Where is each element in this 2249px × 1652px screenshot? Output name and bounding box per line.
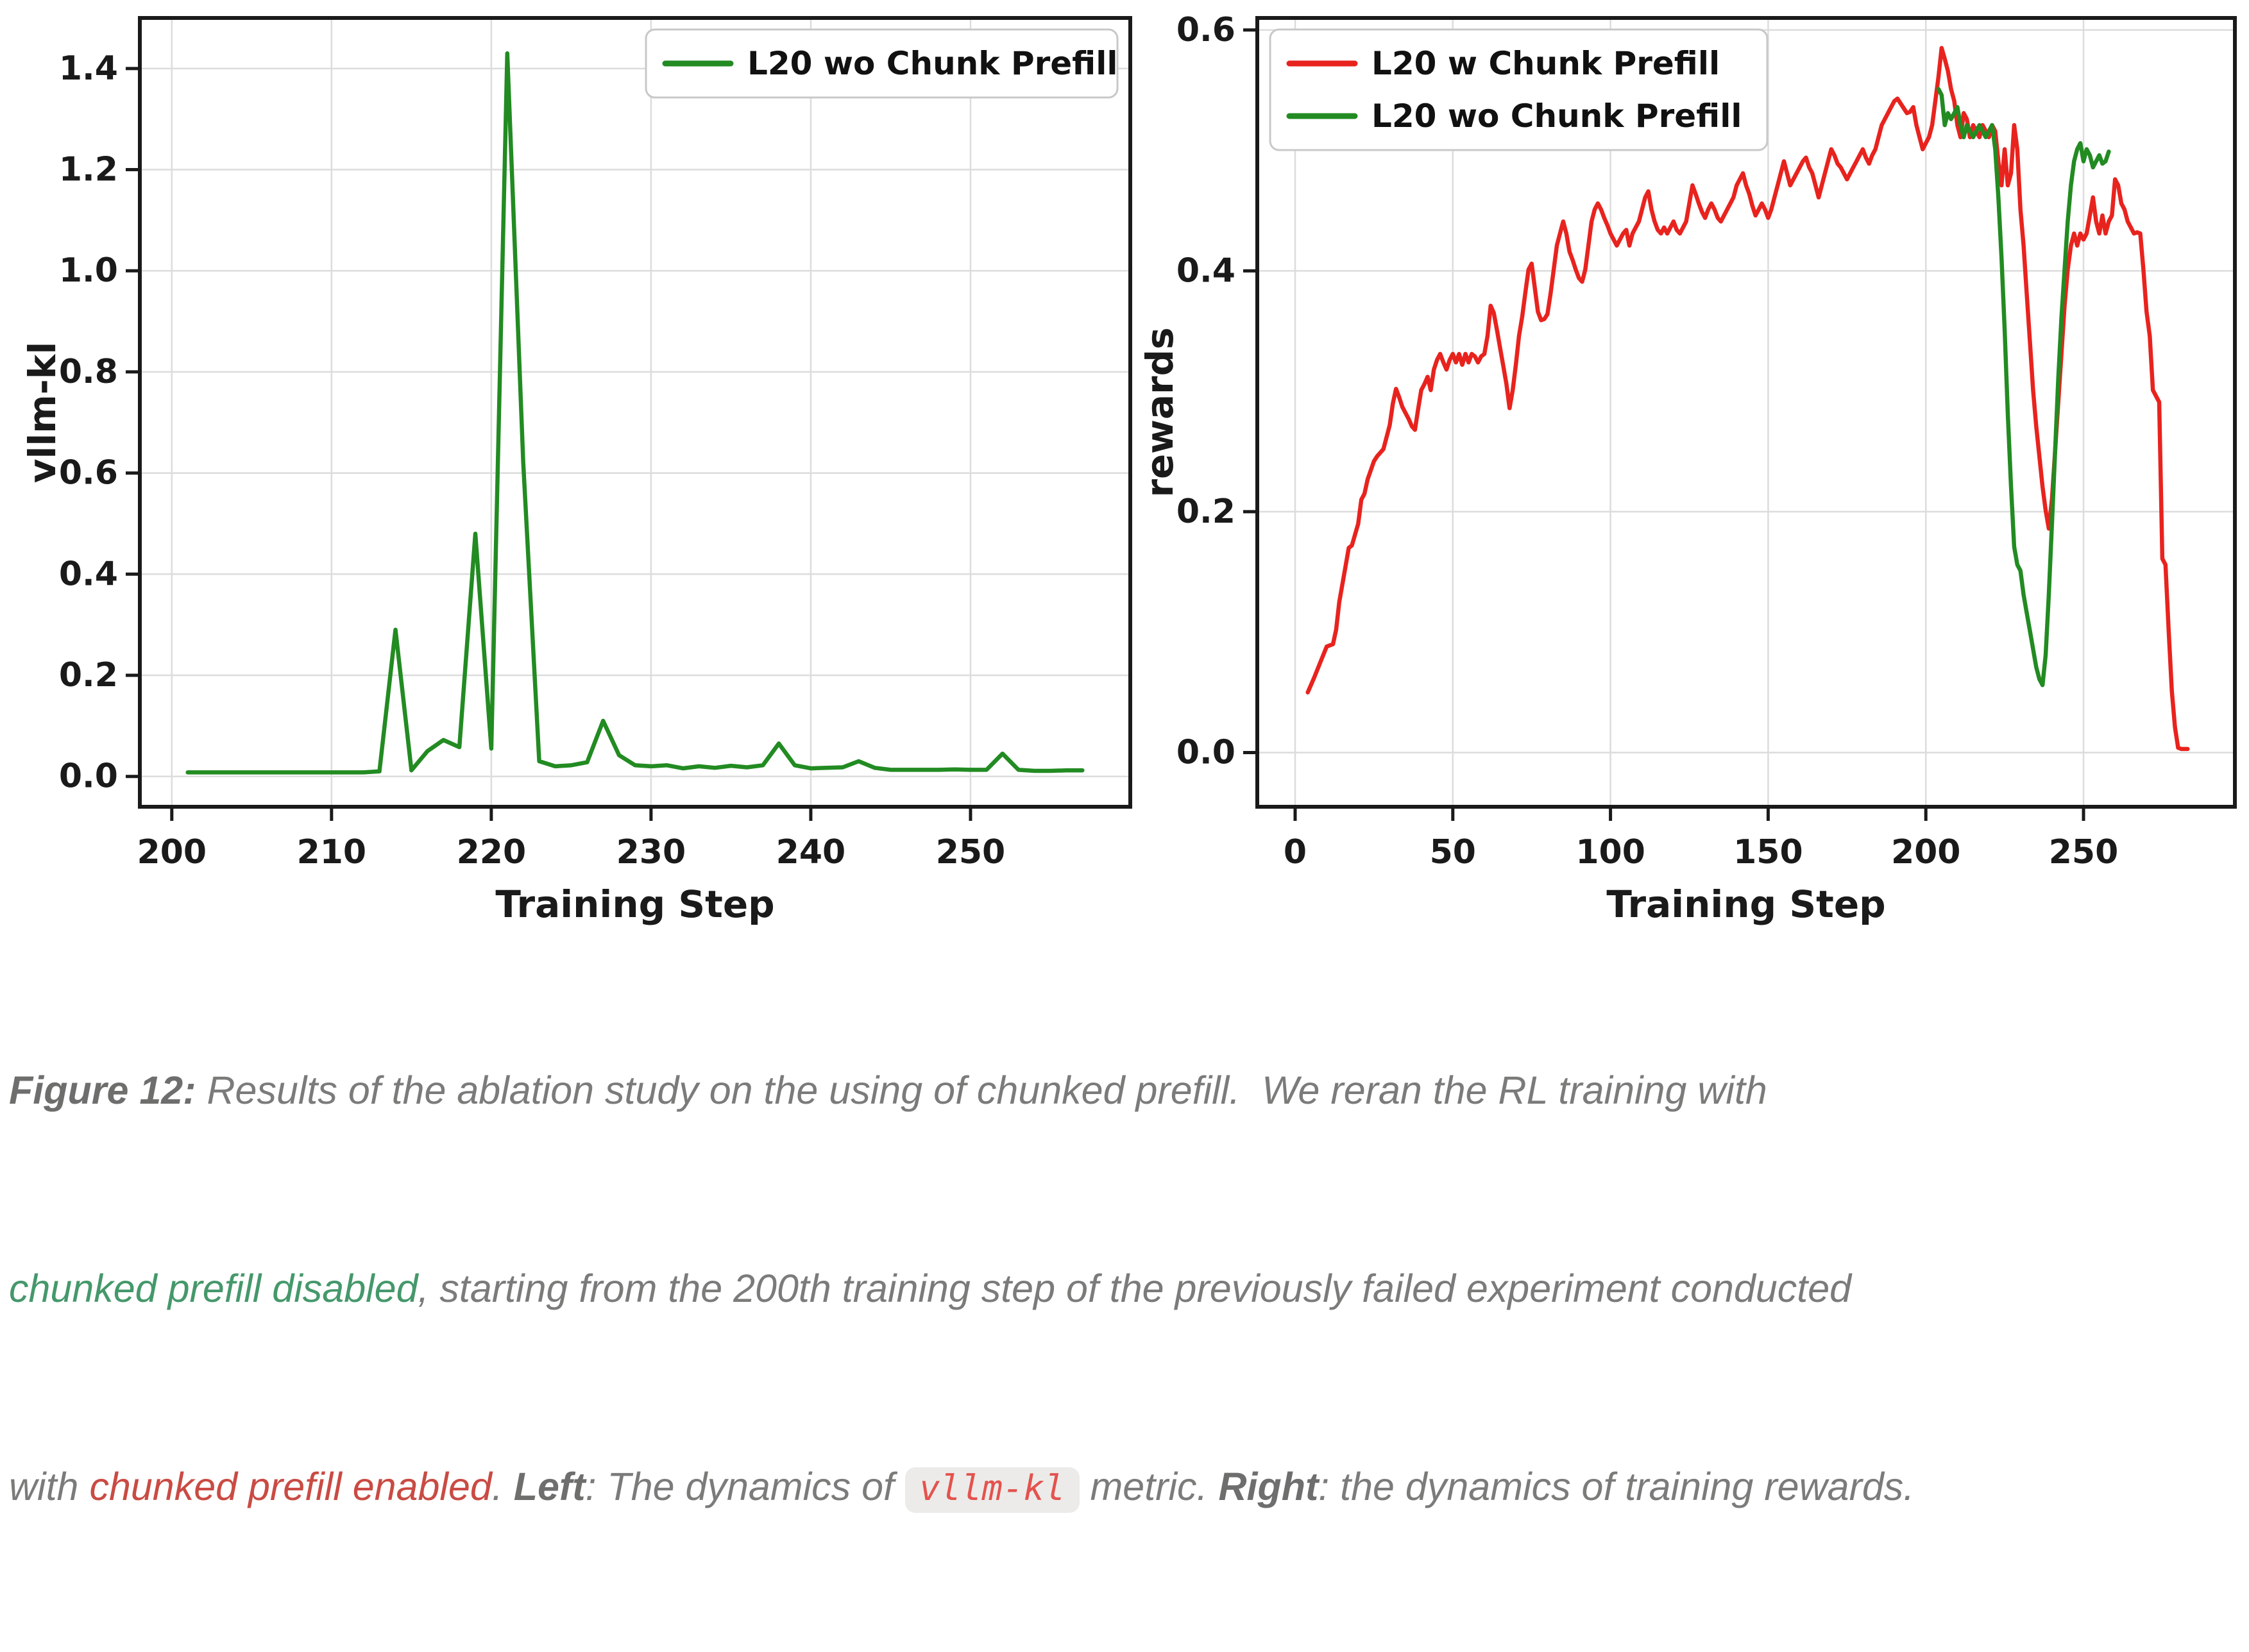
caption-line-3: with chunked prefill enabled. Left: The … [9, 1454, 2249, 1520]
y-tick-label: 0.4 [1176, 251, 1235, 290]
y-tick-label: 0.4 [59, 555, 118, 593]
legend-label: L20 w Chunk Prefill [1371, 45, 1720, 82]
caption-red-text: chunked prefill enabled [89, 1465, 492, 1508]
x-tick-label: 200 [137, 833, 207, 872]
figure-caption: Figure 12: Results of the ablation study… [9, 925, 2249, 1652]
x-tick-label: 250 [2049, 833, 2119, 872]
plot-border [1255, 16, 2237, 809]
x-tick-label: 230 [616, 833, 686, 872]
series-line-l20-w-chunk-prefill [1305, 46, 2190, 752]
y-tick-label: 0.2 [59, 656, 118, 695]
plot-border [138, 16, 1132, 809]
x-tick-label: 240 [776, 833, 846, 872]
legend-box [645, 28, 1119, 99]
legend-box [1269, 28, 1769, 151]
chart-right: 0 50 100 150 200 250 0.0 0.2 0.4 0.6 Training Step… [1138, 11, 2237, 926]
axis-ticks: 0 50 100 150 200 250 0.0 0.2 0.4 0.6 [1176, 11, 2118, 872]
y-tick-label: 0.2 [1176, 493, 1235, 531]
caption-line-2: chunked prefill disabled, starting from … [9, 1256, 2249, 1322]
caption-line2-text: , starting from the 200th training step … [418, 1267, 1852, 1310]
y-tick-label: 0.8 [59, 353, 118, 391]
x-tick-label: 0 [1284, 833, 1307, 872]
caption-right-rest: : the dynamics of training rewards. [1318, 1465, 1915, 1508]
y-axis-title: vllm-kl [21, 342, 64, 484]
caption-line1-text: Results of the ablation study on the usi… [196, 1068, 1767, 1112]
x-tick-label: 250 [936, 833, 1006, 872]
x-tick-label: 220 [457, 833, 527, 872]
caption-line-1: Figure 12: Results of the ablation study… [9, 1058, 2249, 1124]
y-tick-label: 0.6 [1176, 11, 1235, 49]
caption-left-label: Left [513, 1465, 586, 1508]
caption-code-vllm-kl: vllm-kl [904, 1467, 1080, 1513]
legend-label: L20 wo Chunk Prefill [747, 45, 1118, 82]
caption-code-after: metric. [1079, 1465, 1219, 1508]
x-axis-title: Training Step [1606, 882, 1885, 926]
y-tick-label: 0.0 [1176, 733, 1235, 771]
caption-left-rest: : The dynamics of [585, 1465, 905, 1508]
y-tick-label: 1.2 [59, 151, 118, 189]
series-line-l20-wo-chunk-prefill [1936, 87, 2111, 687]
legend: L20 w Chunk Prefill L20 wo Chunk Prefill [1269, 28, 1769, 151]
x-tick-label: 200 [1891, 833, 1961, 872]
axis-ticks: 200 210 220 230 240 250 0.0 0.2 0.4 0.6 0.8 1.0 1.2 1… [59, 49, 1005, 872]
y-tick-label: 1.0 [59, 251, 118, 290]
x-tick-label: 50 [1430, 833, 1476, 872]
legend-label: L20 wo Chunk Prefill [1371, 97, 1742, 135]
x-axis-title: Training Step [495, 882, 774, 926]
legend: L20 wo Chunk Prefill [645, 28, 1119, 99]
caption-right-label: Right [1218, 1465, 1319, 1508]
y-axis-title: rewards [1138, 327, 1182, 497]
y-tick-label: 1.4 [59, 49, 118, 88]
y-tick-label: 0.0 [59, 757, 118, 796]
x-tick-label: 150 [1733, 833, 1803, 872]
charts-svg: 200 210 220 230 240 250 0.0 0.2 0.4 0.6 0.8 1.0 1.2 1… [21, 11, 2237, 926]
x-tick-label: 210 [297, 833, 367, 872]
x-tick-label: 100 [1575, 833, 1645, 872]
chart-left: 200 210 220 230 240 250 0.0 0.2 0.4 0.6 0.8 1.0 1.2 1… [21, 16, 1132, 926]
caption-green-text: chunked prefill disabled [9, 1267, 418, 1310]
gridlines [140, 18, 1130, 807]
caption-figure-label: Figure 12: [9, 1068, 196, 1112]
figure-12: 200 210 220 230 240 250 0.0 0.2 0.4 0.6 0.8 1.0 1.2 1… [9, 10, 2237, 1513]
y-tick-label: 0.6 [59, 454, 118, 493]
caption-line3-pre: with [9, 1465, 90, 1508]
caption-line3-dot: . [491, 1465, 514, 1508]
series-line-l20-wo-chunk-prefill [185, 51, 1085, 775]
